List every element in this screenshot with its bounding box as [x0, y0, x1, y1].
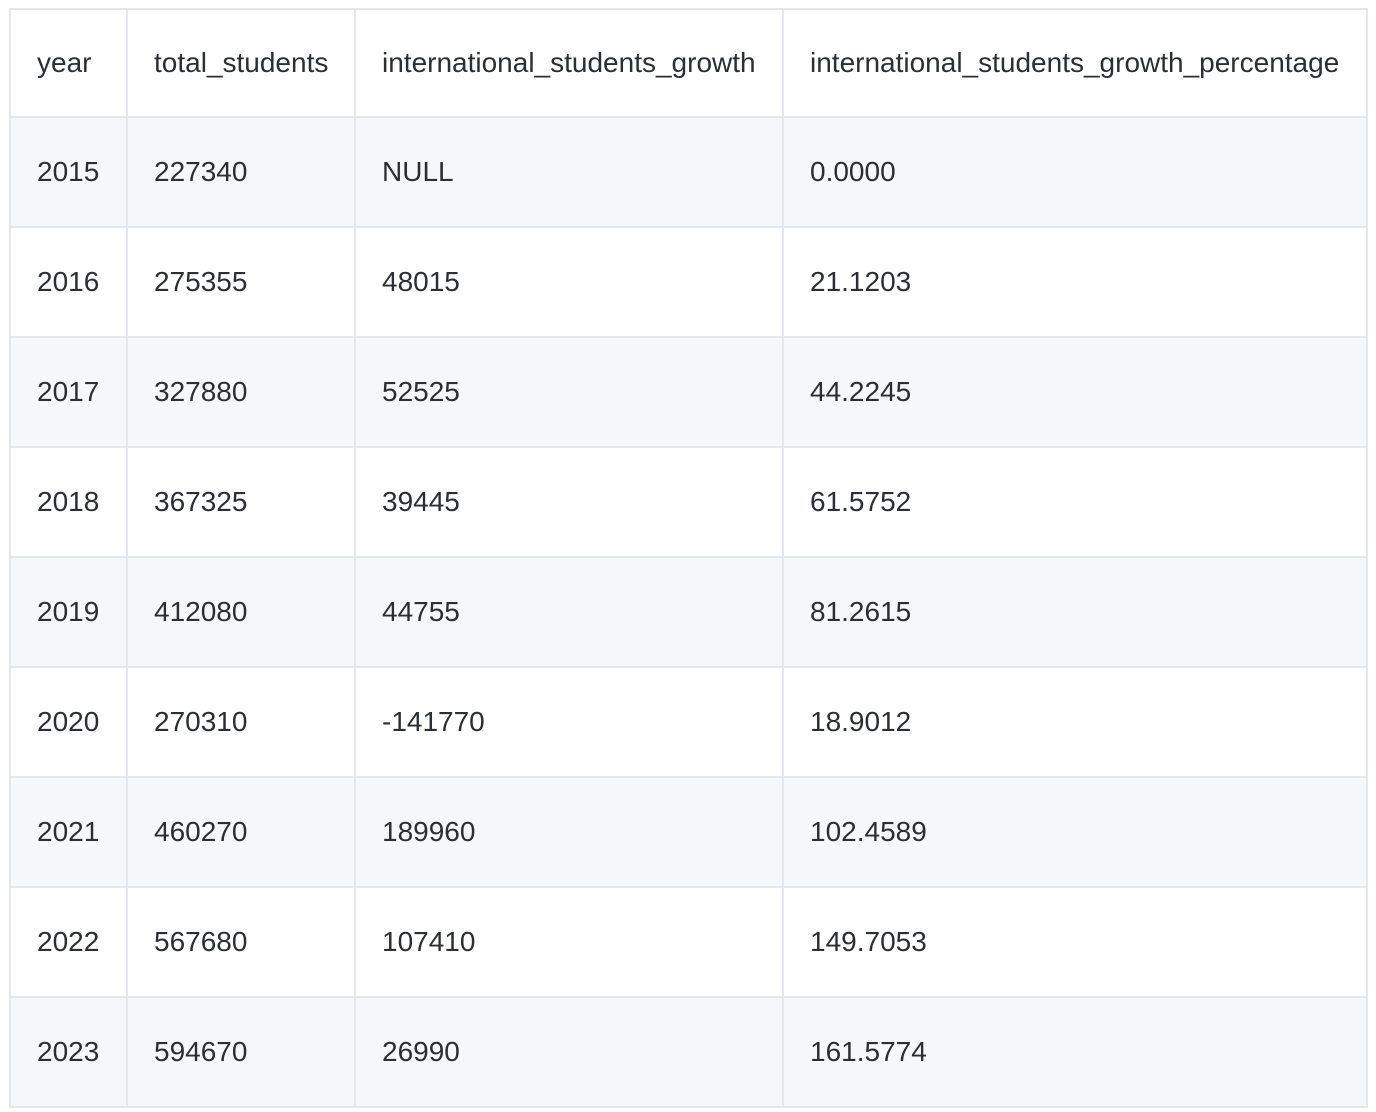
column-header-international-students-growth-percentage[interactable]: international_students_growth_percentage [782, 8, 1368, 118]
cell-total-students: 227340 [126, 116, 356, 228]
cell-international-students-growth-percentage: 81.2615 [782, 556, 1368, 668]
cell-year: 2021 [9, 776, 128, 888]
cell-international-students-growth-percentage: 102.4589 [782, 776, 1368, 888]
cell-international-students-growth-percentage: 161.5774 [782, 996, 1368, 1108]
table-row: 2018 367325 39445 61.5752 [9, 446, 1368, 558]
cell-international-students-growth: -141770 [354, 666, 784, 778]
cell-international-students-growth-percentage: 21.1203 [782, 226, 1368, 338]
cell-international-students-growth: 44755 [354, 556, 784, 668]
cell-total-students: 275355 [126, 226, 356, 338]
table-row: 2017 327880 52525 44.2245 [9, 336, 1368, 448]
cell-international-students-growth-percentage: 0.0000 [782, 116, 1368, 228]
cell-year: 2016 [9, 226, 128, 338]
cell-year: 2015 [9, 116, 128, 228]
cell-year: 2017 [9, 336, 128, 448]
table-row: 2022 567680 107410 149.7053 [9, 886, 1368, 998]
cell-international-students-growth: 26990 [354, 996, 784, 1108]
cell-year: 2023 [9, 996, 128, 1108]
table-row: 2020 270310 -141770 18.9012 [9, 666, 1368, 778]
table-row: 2021 460270 189960 102.4589 [9, 776, 1368, 888]
table-row: 2015 227340 NULL 0.0000 [9, 116, 1368, 228]
table-row: 2023 594670 26990 161.5774 [9, 996, 1368, 1108]
cell-international-students-growth: 39445 [354, 446, 784, 558]
cell-international-students-growth: 48015 [354, 226, 784, 338]
table-row: 2019 412080 44755 81.2615 [9, 556, 1368, 668]
cell-year: 2019 [9, 556, 128, 668]
cell-total-students: 412080 [126, 556, 356, 668]
cell-international-students-growth: 107410 [354, 886, 784, 998]
cell-year: 2018 [9, 446, 128, 558]
cell-year: 2022 [9, 886, 128, 998]
cell-total-students: 594670 [126, 996, 356, 1108]
cell-total-students: 367325 [126, 446, 356, 558]
column-header-total-students[interactable]: total_students [126, 8, 356, 118]
cell-international-students-growth-percentage: 149.7053 [782, 886, 1368, 998]
cell-international-students-growth-percentage: 18.9012 [782, 666, 1368, 778]
cell-total-students: 567680 [126, 886, 356, 998]
results-table: year total_students international_studen… [9, 8, 1368, 1108]
cell-total-students: 270310 [126, 666, 356, 778]
cell-international-students-growth-percentage: 61.5752 [782, 446, 1368, 558]
cell-international-students-growth-percentage: 44.2245 [782, 336, 1368, 448]
cell-international-students-growth: 52525 [354, 336, 784, 448]
cell-international-students-growth: NULL [354, 116, 784, 228]
cell-year: 2020 [9, 666, 128, 778]
results-table-container: year total_students international_studen… [9, 8, 1368, 1108]
table-row: 2016 275355 48015 21.1203 [9, 226, 1368, 338]
cell-total-students: 460270 [126, 776, 356, 888]
cell-international-students-growth: 189960 [354, 776, 784, 888]
cell-total-students: 327880 [126, 336, 356, 448]
column-header-year[interactable]: year [9, 8, 128, 118]
column-header-international-students-growth[interactable]: international_students_growth [354, 8, 784, 118]
table-header-row: year total_students international_studen… [9, 8, 1368, 118]
